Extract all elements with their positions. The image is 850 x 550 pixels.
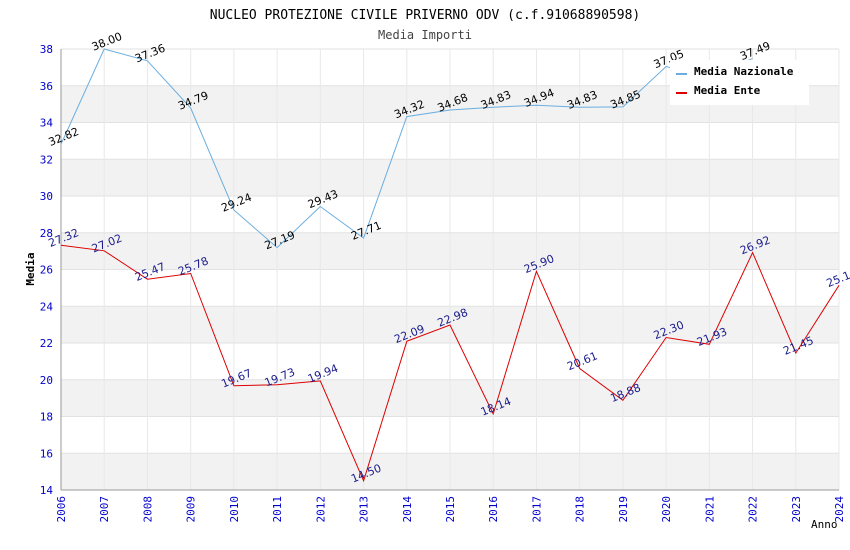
- y-tick-label: 32: [40, 153, 53, 166]
- y-tick-label: 28: [40, 227, 53, 240]
- x-tick-labels: 2006 2007 2008 2009 2010 2011 2012 2013 2014 2015…: [55, 496, 846, 523]
- y-tick-label: 38: [40, 43, 53, 56]
- chart-title: NUCLEO PROTEZIONE CIVILE PRIVERNO ODV (c…: [210, 8, 640, 23]
- y-tick-label: 18: [40, 411, 53, 424]
- chart-subtitle: Media Importi: [378, 28, 472, 42]
- x-tick-label: 2020: [660, 496, 673, 523]
- x-tick-label: 2006: [55, 496, 68, 523]
- legend-box: [670, 60, 809, 105]
- series-lines: [60, 48, 840, 483]
- x-tick-label: 2010: [228, 496, 241, 523]
- legend-label: Media Nazionale: [694, 65, 794, 78]
- x-tick-label: 2023: [790, 496, 803, 523]
- x-tick-label: 2013: [358, 496, 371, 523]
- y-tick-label: 34: [40, 117, 54, 130]
- x-tick-label: 2009: [185, 496, 198, 523]
- y-tick-label: 14: [40, 484, 54, 497]
- y-tick-labels: 14 16 18 20 22 24 26 28 30 32 34 36 38: [40, 43, 54, 497]
- x-axis-label: Anno: [811, 518, 838, 531]
- y-tick-label: 22: [40, 337, 53, 350]
- x-tick-label: 2008: [141, 496, 154, 523]
- y-tick-label: 24: [40, 300, 54, 313]
- x-tick-label: 2014: [401, 496, 414, 523]
- x-tick-label: 2015: [444, 496, 457, 523]
- axes: [60, 49, 839, 491]
- x-tick-label: 2021: [703, 496, 716, 523]
- y-tick-label: 36: [40, 80, 53, 93]
- series-line-media-nazionale: [60, 48, 753, 249]
- y-tick-label: 30: [40, 190, 53, 203]
- x-tick-label: 2011: [271, 496, 284, 523]
- y-tick-label: 16: [40, 447, 53, 460]
- y-axis-label: Media: [24, 252, 37, 285]
- y-tick-label: 20: [40, 374, 53, 387]
- legend-label: Media Ente: [694, 84, 761, 97]
- x-tick-label: 2017: [530, 496, 543, 523]
- legend: Media Nazionale Media Ente: [670, 60, 809, 105]
- y-tick-label: 26: [40, 264, 53, 277]
- x-tick-label: 2022: [747, 496, 760, 523]
- gridlines: [60, 48, 840, 491]
- x-tick-label: 2019: [617, 496, 630, 523]
- x-tick-label: 2024: [833, 496, 846, 523]
- x-tick-label: 2012: [314, 496, 327, 523]
- series-line-media-ente: [60, 244, 840, 483]
- x-tick-label: 2016: [487, 496, 500, 523]
- x-tick-label: 2018: [574, 496, 587, 523]
- x-tick-label: 2007: [98, 496, 111, 523]
